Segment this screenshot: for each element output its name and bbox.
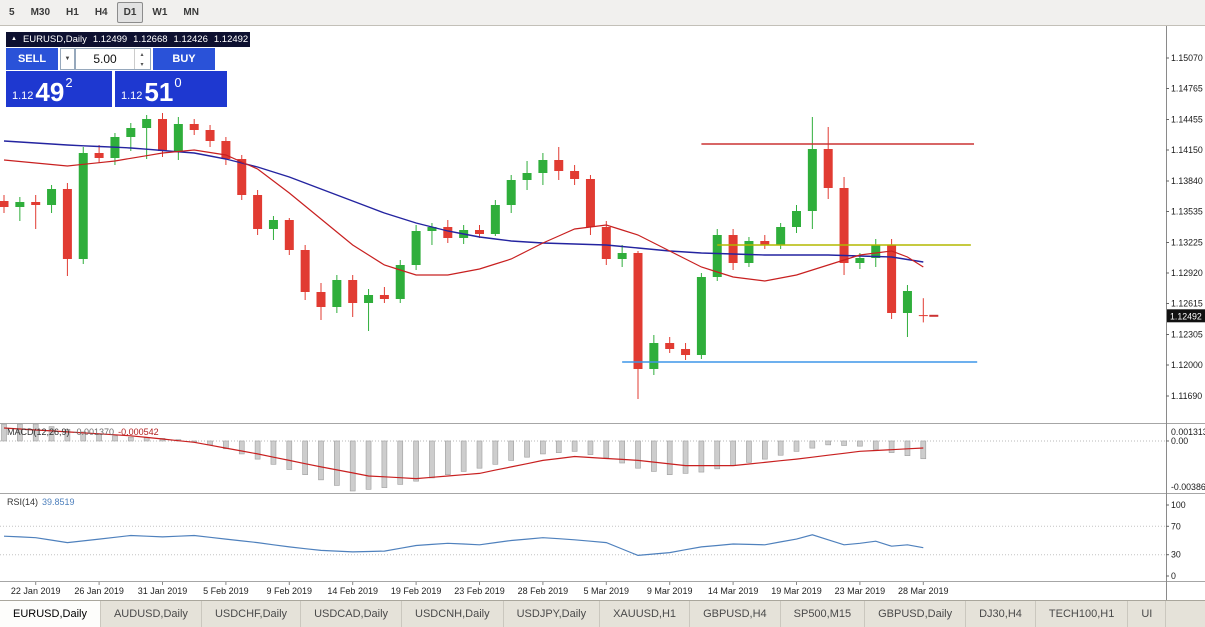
svg-text:1.14765: 1.14765 [1171,84,1203,94]
svg-text:1.12492: 1.12492 [1170,311,1202,321]
timeframe-button-5[interactable]: 5 [9,7,15,18]
macd-signal-line [3,427,924,480]
volume-dropdown-button[interactable]: ▼ [60,48,75,70]
sell-button[interactable]: SELL [6,48,58,70]
ask-pip-digit: 0 [174,75,182,90]
svg-text:28 Mar 2019: 28 Mar 2019 [898,586,949,596]
bid-ask-row: 1.12 49 2 1.12 51 0 [6,71,250,107]
tab-gbpusd-daily[interactable]: GBPUSD,Daily [865,601,967,627]
svg-text:26 Jan 2019: 26 Jan 2019 [74,586,124,596]
svg-text:100: 100 [1171,500,1186,510]
svg-text:19 Mar 2019: 19 Mar 2019 [771,586,822,596]
svg-text:1.15070: 1.15070 [1171,53,1203,63]
bid-pip-digit: 2 [65,75,73,90]
svg-text:30: 30 [1171,550,1181,560]
macd-histogram [1,423,927,492]
timeframe-button-d1[interactable]: D1 [116,2,144,23]
collapse-panel-icon[interactable]: ▲ [11,36,17,42]
svg-text:22 Jan 2019: 22 Jan 2019 [11,586,61,596]
chart-ohlc-header: ▲ EURUSD,Daily 1.12499 1.12668 1.12426 1… [6,32,250,47]
ask-prefix: 1.12 [121,90,143,102]
tab-usdchf-daily[interactable]: USDCHF,Daily [202,601,302,627]
volume-input[interactable] [76,49,134,69]
volume-increase-button[interactable]: ▴ [140,51,144,58]
tab-usdjpy-daily[interactable]: USDJPY,Daily [504,601,601,627]
chart-area[interactable]: 1.12492 1.15070 1.14765 1.14455 1.14150 1.138… [0,26,1205,600]
timeframe-button-m30[interactable]: M30 [30,7,51,18]
tab-usdcad-daily[interactable]: USDCAD,Daily [301,601,403,627]
svg-text:14 Mar 2019: 14 Mar 2019 [708,586,759,596]
svg-text:1.13535: 1.13535 [1171,207,1203,217]
current-price-badge [1167,309,1205,323]
svg-text:28 Feb 2019: 28 Feb 2019 [518,586,569,596]
one-click-trading-panel: ▲ EURUSD,Daily 1.12499 1.12668 1.12426 1… [6,32,250,107]
volume-spinner: ▴ ▾ [134,49,149,69]
svg-text:1.11690: 1.11690 [1171,391,1202,401]
tab-sp500-m15[interactable]: SP500,M15 [781,601,866,627]
svg-text:9 Mar 2019: 9 Mar 2019 [647,586,693,596]
svg-text:1.12000: 1.12000 [1171,360,1203,370]
bid-price-panel[interactable]: 1.12 49 2 [6,71,112,107]
ohlc-high: 1.12668 [133,34,168,45]
svg-text:14 Feb 2019: 14 Feb 2019 [327,586,378,596]
svg-text:23 Mar 2019: 23 Mar 2019 [835,586,886,596]
svg-text:0.001313: 0.001313 [1171,427,1205,437]
svg-text:5 Feb 2019: 5 Feb 2019 [203,586,249,596]
tab-gbpusd-h4[interactable]: GBPUSD,H4 [690,601,781,627]
trade-buttons-row: SELL ▼ ▴ ▾ BUY [6,48,250,70]
ohlc-low: 1.12426 [173,34,208,45]
timeframe-button-w1[interactable]: W1 [152,7,168,18]
ask-big-digits: 51 [144,77,174,107]
ask-price-panel[interactable]: 1.12 51 0 [115,71,227,107]
svg-text:1.12305: 1.12305 [1171,330,1203,340]
price-axis[interactable]: 1.15070 1.14765 1.14455 1.14150 1.13840 1.135… [1166,53,1203,401]
svg-text:31 Jan 2019: 31 Jan 2019 [138,586,188,596]
svg-text:1.12615: 1.12615 [1171,299,1203,309]
chart-symbol-label: EURUSD,Daily [22,34,87,45]
svg-text:0.00: 0.00 [1171,436,1188,446]
time-axis[interactable]: 22 Jan 2019 26 Jan 2019 31 Jan 2019 5 Feb 2… [11,582,949,596]
timeframe-button-h4[interactable]: H4 [94,7,108,18]
bid-prefix: 1.12 [12,90,34,102]
tab-tech100-h1[interactable]: TECH100,H1 [1036,601,1129,627]
tab-dj30-h4[interactable]: DJ30,H4 [966,601,1036,627]
tab-eurusd-daily[interactable]: EURUSD,Daily [0,601,101,627]
volume-field-wrap: ▴ ▾ [75,48,151,70]
candlestick-chart[interactable]: 1.124921.150701.147651.144551.141501.138… [0,26,1205,600]
svg-text:70: 70 [1171,521,1181,531]
svg-text:1.14455: 1.14455 [1171,115,1203,125]
svg-text:1.14150: 1.14150 [1171,145,1203,155]
ma-fast-line [3,149,924,282]
rsi-line [3,534,924,557]
rsi-indicator-label: RSI(14) 39.8519 [7,497,75,507]
candlesticks [0,113,928,399]
timeframe-button-mn[interactable]: MN [183,7,199,18]
svg-text:0: 0 [1171,571,1176,581]
tab-audusd-daily[interactable]: AUDUSD,Daily [101,601,202,627]
bid-big-digits: 49 [35,77,65,107]
tab-usdcnh-daily[interactable]: USDCNH,Daily [402,601,504,627]
svg-text:5 Mar 2019: 5 Mar 2019 [584,586,630,596]
chart-tabs: EURUSD,Daily AUDUSD,Daily USDCHF,Daily USDC… [0,600,1205,627]
timeframe-toolbar: 5 M30 H1 H4 D1 W1 MN [0,0,1205,26]
svg-text:1.12920: 1.12920 [1171,268,1203,278]
svg-text:1.13225: 1.13225 [1171,238,1203,248]
ohlc-open: 1.12499 [92,34,128,45]
svg-text:-0.00386: -0.00386 [1171,482,1205,492]
timeframe-button-h1[interactable]: H1 [66,7,79,18]
ohlc-close: 1.12492 [213,34,249,45]
tab-xauusd-h1[interactable]: XAUUSD,H1 [600,601,691,627]
tab-ui[interactable]: UI [1128,601,1167,627]
svg-text:23 Feb 2019: 23 Feb 2019 [454,586,505,596]
svg-text:1.13840: 1.13840 [1171,176,1203,186]
volume-decrease-button[interactable]: ▾ [140,61,144,68]
buy-button[interactable]: BUY [153,48,215,70]
svg-text:19 Feb 2019: 19 Feb 2019 [391,586,442,596]
svg-text:9 Feb 2019: 9 Feb 2019 [267,586,313,596]
ma-slow-line [3,140,924,263]
chevron-down-icon: ▼ [64,56,71,62]
macd-indicator-label: MACD(12,26,9) -0.001370 -0.000542 [7,427,159,437]
